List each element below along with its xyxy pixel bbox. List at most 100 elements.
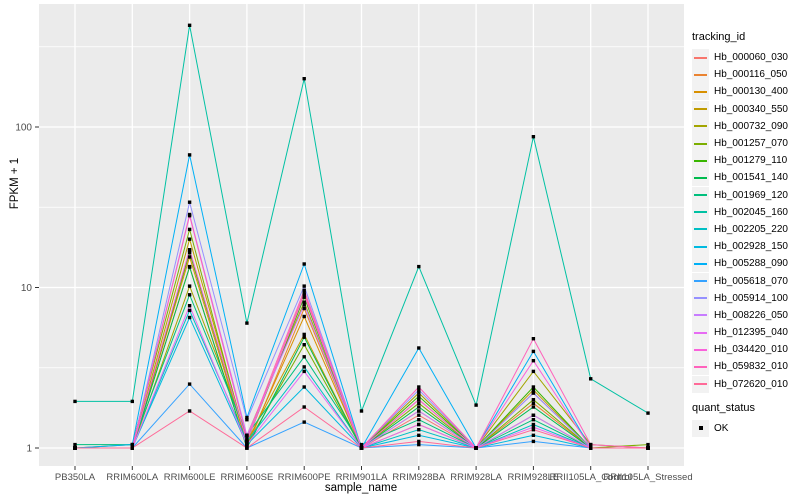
data-point (245, 439, 249, 444)
quant-status-key (692, 419, 709, 437)
data-point (474, 403, 478, 407)
y-tick-label: 100 (15, 123, 32, 134)
line-swatch-icon (694, 211, 707, 214)
data-point (187, 315, 192, 320)
legend-entry: Hb_034420_010 (692, 341, 800, 359)
data-point (302, 300, 306, 304)
data-point (531, 425, 536, 429)
line-swatch-icon (694, 314, 707, 317)
data-point (302, 303, 306, 307)
data-point (187, 237, 192, 241)
data-point (646, 442, 650, 447)
data-point (302, 306, 306, 311)
line-swatch-icon (694, 159, 707, 162)
data-point (589, 442, 593, 447)
legend-key (692, 220, 709, 238)
data-point (245, 321, 249, 325)
data-point (417, 428, 421, 432)
data-point (187, 227, 192, 232)
legend-entry: Hb_000130_400 (692, 83, 800, 101)
data-point (417, 264, 421, 269)
data-point (302, 77, 306, 81)
x-tick-label: PB350LA (55, 472, 96, 483)
data-point (417, 346, 421, 350)
data-point (531, 359, 536, 363)
data-point (531, 398, 536, 402)
data-point (646, 411, 650, 415)
data-point (302, 420, 306, 424)
legend-key (692, 341, 709, 359)
point-swatch-icon (698, 426, 703, 431)
data-point (646, 446, 650, 450)
data-point (417, 385, 421, 389)
data-point (187, 265, 192, 269)
legend: tracking_id Hb_000060_030 Hb_000116_050 Hb… (692, 31, 800, 437)
legend-title-tracking-id: tracking_id (692, 31, 746, 43)
data-point (417, 405, 421, 409)
legend-entry-label: Hb_001541_140 (714, 172, 788, 184)
legend-entry-label: Hb_034420_010 (714, 344, 788, 356)
data-point (589, 377, 593, 381)
data-point (359, 409, 364, 413)
data-point (531, 337, 536, 341)
line-swatch-icon (694, 125, 707, 128)
data-point (130, 399, 134, 404)
data-point (302, 332, 306, 337)
legend-entry-label: Hb_005914_100 (714, 292, 788, 304)
y-axis-title: FPKM + 1 (9, 157, 21, 210)
data-point (187, 409, 192, 413)
data-point (531, 391, 536, 395)
data-point (302, 314, 306, 319)
data-point (417, 401, 421, 405)
legend-entry: Hb_005618_070 (692, 272, 800, 290)
data-point (417, 418, 421, 422)
legend-key (692, 100, 709, 118)
legend-entry: Hb_001541_140 (692, 169, 800, 187)
legend-entry-label: Hb_072620_010 (714, 378, 788, 390)
legend-title-quant-status: quant_status (692, 401, 755, 414)
line-swatch-icon (694, 228, 707, 231)
data-point (187, 293, 192, 297)
data-point (187, 23, 192, 27)
data-point (531, 135, 536, 139)
data-point (531, 413, 536, 417)
data-point (359, 442, 364, 447)
legend-entry-label: Hb_059832_010 (714, 361, 788, 373)
legend-key (692, 169, 709, 187)
line-swatch-icon (694, 176, 707, 179)
line-swatch-icon (694, 56, 707, 59)
data-point (417, 433, 421, 437)
data-point (302, 293, 306, 297)
legend-key (692, 289, 709, 307)
legend-entry-quant-status: OK (692, 419, 800, 437)
data-point (302, 288, 306, 292)
data-point (531, 405, 536, 409)
line-swatch-icon (694, 262, 707, 265)
legend-key (692, 66, 709, 84)
data-point (245, 433, 249, 437)
data-point (130, 446, 134, 450)
legend-entry-label: Hb_005618_070 (714, 275, 788, 287)
data-point (245, 436, 249, 440)
legend-entry: Hb_005914_100 (692, 289, 800, 307)
legend-key (692, 49, 709, 67)
legend-entry: Hb_000116_050 (692, 66, 800, 84)
x-axis-title: sample_name (324, 482, 398, 494)
data-point (531, 385, 536, 389)
x-tick-label: RRIM600LA (106, 472, 158, 483)
legend-entry: Hb_002928_150 (692, 238, 800, 256)
x-tick-label: RRIM600LE (164, 472, 216, 483)
line-swatch-icon (694, 108, 707, 111)
line-swatch-icon (694, 280, 707, 283)
data-point (187, 304, 192, 308)
legend-entry: Hb_001257_070 (692, 135, 800, 153)
line-swatch-icon (694, 90, 707, 93)
x-tick-label: RRIM928BA (392, 472, 445, 483)
legend-entry-label: Hb_000340_550 (714, 103, 788, 115)
legend-entry: Hb_008226_050 (692, 306, 800, 324)
legend-entry-label: Hb_002045_160 (714, 206, 788, 218)
x-tick-label: RRIM928LA (450, 472, 502, 483)
data-point (417, 409, 421, 413)
legend-entry-label: Hb_001257_070 (714, 138, 788, 150)
